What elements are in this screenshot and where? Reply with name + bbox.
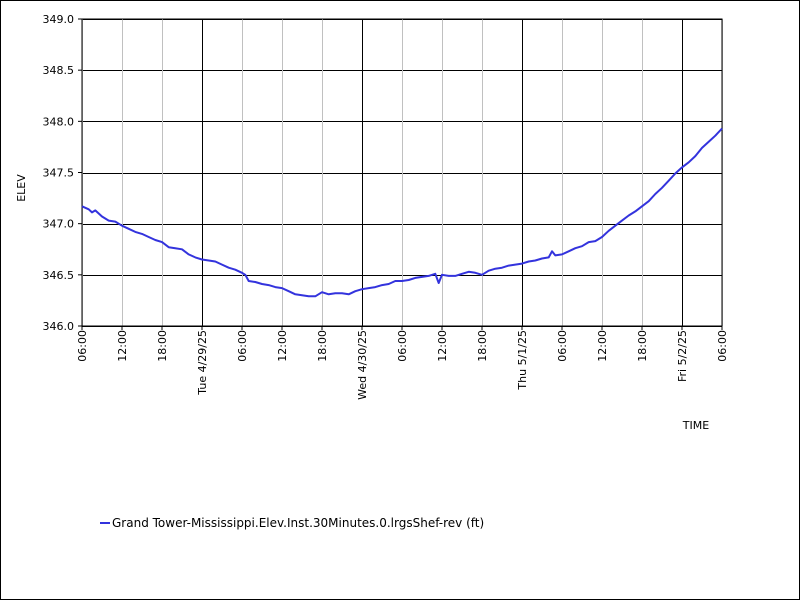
y-tick-label: 349.0 [43, 13, 75, 26]
x-tick-label: 06:00 [76, 330, 89, 362]
x-tick-label: 06:00 [556, 330, 569, 362]
series-lines [81, 127, 723, 298]
x-tick-label: 18:00 [476, 330, 489, 362]
y-tick-label: 347.0 [43, 218, 75, 231]
y-axis-title: ELEV [15, 174, 28, 202]
grid [82, 19, 723, 327]
x-tick-label: 12:00 [596, 330, 609, 362]
x-tick-label: 12:00 [116, 330, 129, 362]
y-tick-label: 346.0 [43, 320, 75, 333]
legend: Grand Tower-Mississippi.Elev.Inst.30Minu… [100, 516, 484, 530]
x-tick-label: 12:00 [436, 330, 449, 362]
x-tick-label: 06:00 [716, 330, 729, 362]
y-tick-label: 348.5 [43, 64, 75, 77]
x-tick-label: 06:00 [236, 330, 249, 362]
x-tick-label: Fri 5/2/25 [676, 330, 689, 382]
x-tick-label: 18:00 [316, 330, 329, 362]
x-tick-label: 18:00 [156, 330, 169, 362]
x-tick-label: Wed 4/30/25 [356, 330, 369, 400]
series-line [81, 127, 723, 298]
x-tick-label: 06:00 [396, 330, 409, 362]
y-tick-label: 347.5 [43, 167, 75, 180]
x-tick-label: 18:00 [636, 330, 649, 362]
y-axis-ticks: 346.0 346.5 347.0 347.5 348.0 348.5 349.0 [43, 13, 82, 333]
x-axis-ticks: 06:00 12:00 18:00 Tue 4/29/25 06:00 12:00 18:0… [76, 326, 729, 400]
x-tick-label: Thu 5/1/25 [516, 330, 529, 391]
x-tick-label: Tue 4/29/25 [196, 330, 209, 396]
legend-label: Grand Tower-Mississippi.Elev.Inst.30Minu… [112, 516, 484, 530]
x-tick-label: 12:00 [276, 330, 289, 362]
y-tick-label: 348.0 [43, 115, 75, 128]
x-axis-title: TIME [682, 419, 709, 432]
y-tick-label: 346.5 [43, 269, 75, 282]
